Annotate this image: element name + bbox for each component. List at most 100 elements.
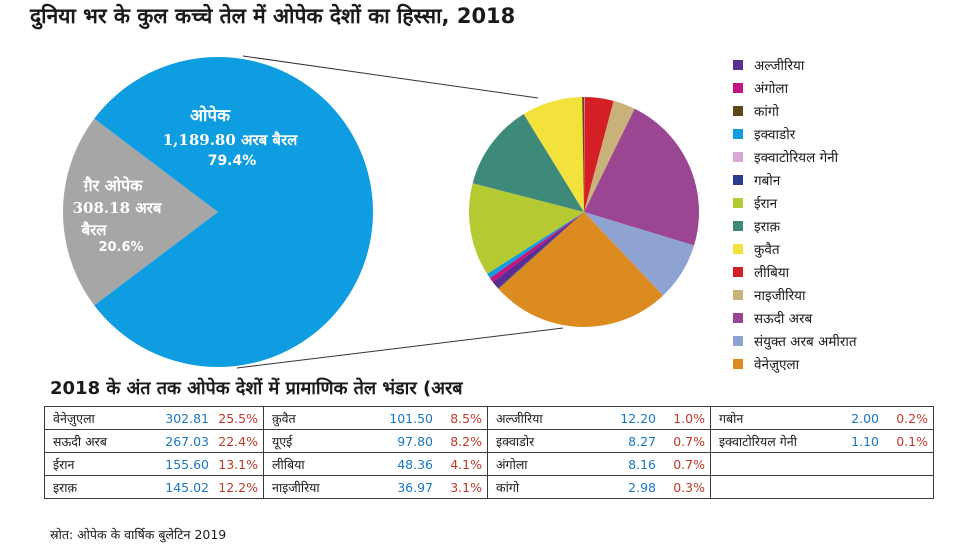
opec-breakdown-slice-13	[498, 212, 664, 327]
legend-item: अंगोला	[733, 76, 973, 99]
legend-label: ईरान	[754, 195, 778, 212]
legend-swatch	[733, 174, 743, 185]
cell-percent: 22.4%	[218, 433, 258, 449]
legend-item: नाइजीरिया	[733, 283, 973, 306]
legend-item: लीबिया	[733, 260, 973, 283]
legend-label: वेनेज़ुएला	[754, 356, 800, 373]
legend-swatch	[733, 197, 743, 208]
legend-item: अल्जीरिया	[733, 53, 973, 76]
cell-reserve-value: 2.00	[851, 410, 879, 426]
legend-label: इराक़	[754, 218, 781, 235]
legend-swatch	[733, 105, 743, 116]
table-row: सऊदी अरब 267.03 22.4% यूएई 97.80 8.2% इक्वाडोर…	[44, 429, 934, 453]
legend-item: इराक़	[733, 214, 973, 237]
legend-label: इक्वाटोरियल गेनी	[754, 149, 839, 166]
legend-label: नाइजीरिया	[754, 287, 806, 304]
opec-breakdown-slice-4	[584, 96, 585, 212]
legend-swatch	[733, 151, 743, 162]
cell-reserve-value: 302.81	[165, 410, 209, 426]
cell-country: इक्वाडोर	[496, 433, 535, 449]
legend-swatch	[733, 220, 743, 231]
opec-slice	[94, 57, 373, 367]
cell-country: यूएई	[272, 433, 293, 449]
legend-item: सऊदी अरब	[733, 306, 973, 329]
cell-reserve-value: 267.03	[165, 433, 209, 449]
connector-line-2	[236, 327, 564, 369]
cell-reserve-value: 8.16	[628, 456, 656, 472]
cell-country: अंगोला	[496, 456, 528, 472]
table-cell: अंगोला 8.16 0.7%	[487, 452, 711, 476]
table-cell: नाइजीरिया 36.97 3.1%	[263, 475, 488, 499]
cell-country: इराक़	[53, 479, 78, 495]
non-opec-slice-name: ग़ैर ओपेक	[83, 176, 144, 195]
table-cell: वेनेज़ुएला 302.81 25.5%	[44, 406, 264, 430]
opec-breakdown-slice-3	[487, 212, 584, 279]
legend-label: सऊदी अरब	[754, 310, 813, 327]
table-title: 2018 के अंत तक ओपेक देशों में प्रामाणिक …	[50, 378, 463, 399]
legend-swatch	[733, 358, 743, 369]
non-opec-slice-percent: 20.6%	[98, 240, 143, 255]
non-opec-slice-unit: बैरल	[81, 221, 108, 239]
legend-swatch	[733, 128, 743, 139]
cell-percent: 4.1%	[450, 456, 482, 472]
cell-percent: 12.2%	[218, 479, 258, 495]
legend-swatch	[733, 59, 743, 70]
opec-breakdown-slice-9	[584, 97, 614, 212]
opec-breakdown-slice-12	[584, 212, 695, 296]
legend-swatch	[733, 266, 743, 277]
cell-reserve-value: 1.10	[851, 433, 879, 449]
main-pie	[62, 57, 373, 367]
table-cell: क़ुवैत 101.50 8.5%	[263, 406, 488, 430]
legend-item: गबोन	[733, 168, 973, 191]
cell-country: सऊदी अरब	[53, 433, 107, 449]
legend-label: अंगोला	[754, 80, 789, 97]
opec-breakdown-slice-6	[469, 183, 584, 274]
legend-label: कुवैत	[754, 241, 780, 258]
legend-item: कुवैत	[733, 237, 973, 260]
legend-swatch	[733, 243, 743, 254]
cell-country: गबोन	[719, 410, 744, 426]
legend-label: कांगो	[754, 103, 779, 120]
cell-percent: 25.5%	[218, 410, 258, 426]
table-cell: इराक़ 145.02 12.2%	[44, 475, 264, 499]
opec-breakdown-slice-11	[584, 108, 700, 246]
legend-item: इक्वाडोर	[733, 122, 973, 145]
opec-slice-percent: 79.4%	[208, 153, 257, 169]
legend-swatch	[733, 335, 743, 346]
cell-country: ईरान	[53, 456, 75, 472]
cell-country: कांगो	[496, 479, 520, 495]
cell-reserve-value: 155.60	[165, 456, 209, 472]
opec-breakdown-slice-7	[472, 114, 584, 212]
cell-country: अल्जीरिया	[496, 410, 543, 426]
table-cell: इक्वाडोर 8.27 0.7%	[487, 429, 711, 453]
legend-label: लीबिया	[754, 264, 790, 281]
non-opec-slice	[62, 118, 218, 306]
cell-country: लीबिया	[272, 456, 305, 472]
source-note: स्रोत: ओपेक के वार्षिक बुलेटिन 2019	[50, 527, 227, 542]
legend-item: इक्वाटोरियल गेनी	[733, 145, 973, 168]
main-pie-labels: ओपेक 1,189.80 अरब बैरल 79.4% ग़ैर ओपेक 3…	[73, 105, 298, 255]
table-cell: यूएई 97.80 8.2%	[263, 429, 488, 453]
table-cell: सऊदी अरब 267.03 22.4%	[44, 429, 264, 453]
cell-percent: 0.2%	[896, 410, 928, 426]
legend-swatch	[733, 82, 743, 93]
reserves-table: वेनेज़ुएला 302.81 25.5% क़ुवैत 101.50 8.5% अल्…	[44, 406, 934, 499]
cell-country: इक्वाटोरियल गेनी	[719, 433, 797, 449]
opec-breakdown-slice-8	[523, 97, 584, 212]
legend-item: ईरान	[733, 191, 973, 214]
table-row: वेनेज़ुएला 302.81 25.5% क़ुवैत 101.50 8.5% अल्…	[44, 406, 934, 430]
table-row: ईरान 155.60 13.1% लीबिया 48.36 4.1% अंगोला 8.16…	[44, 452, 934, 476]
legend-item: वेनेज़ुएला	[733, 352, 973, 375]
legend: अल्जीरिया अंगोला कांगो इक्वाडोर इक्वाटोरियल …	[733, 53, 973, 375]
cell-reserve-value: 101.50	[389, 410, 433, 426]
opec-slice-value: 1,189.80 अरब बैरल	[163, 131, 298, 149]
cell-percent: 1.0%	[673, 410, 705, 426]
cell-percent: 13.1%	[218, 456, 258, 472]
legend-swatch	[733, 289, 743, 300]
connector-lines	[236, 55, 564, 369]
cell-reserve-value: 145.02	[165, 479, 209, 495]
legend-label: इक्वाडोर	[754, 126, 796, 143]
cell-country: क़ुवैत	[272, 410, 296, 426]
opec-breakdown-pie	[469, 96, 700, 327]
